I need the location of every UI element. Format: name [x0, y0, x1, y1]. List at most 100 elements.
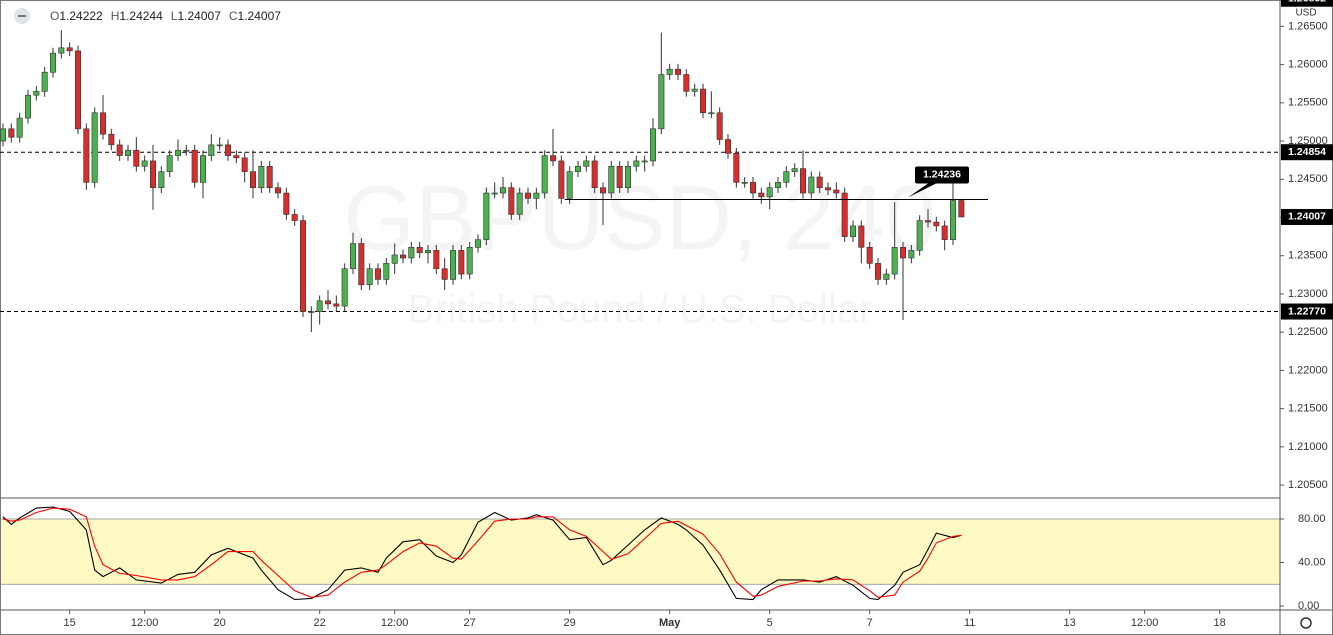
candle-body	[316, 300, 323, 312]
candle-body	[466, 247, 473, 275]
x-tick-label: 7	[867, 617, 873, 629]
x-tick-label: 18	[1214, 617, 1226, 629]
candle-body	[799, 168, 806, 194]
candle-body	[41, 71, 48, 92]
y-tick-label: 1.26500	[1288, 20, 1328, 32]
y-tick-label: 0.00	[1298, 600, 1319, 612]
legend-key: H	[111, 9, 120, 23]
candle-body	[899, 247, 906, 259]
candle-body	[616, 165, 623, 188]
candle-body	[441, 268, 448, 280]
price-label-box	[1281, 144, 1333, 161]
candle-body	[250, 171, 257, 188]
candle-body	[100, 112, 107, 135]
candle-body	[599, 187, 606, 194]
x-tick-label: 12:00	[1131, 617, 1159, 629]
x-tick-label: 15	[64, 617, 76, 629]
candle-body	[291, 214, 298, 221]
candle-body	[499, 187, 506, 194]
candle-body	[191, 149, 198, 183]
candle-body	[924, 220, 931, 223]
candle-body	[866, 247, 873, 264]
price-label: 1.22770	[1288, 305, 1326, 317]
candle-body	[808, 176, 815, 194]
candle-body	[458, 250, 465, 275]
legend-key: C	[229, 9, 238, 23]
settings-icon	[1300, 617, 1312, 629]
candle-body	[791, 168, 798, 172]
candle-body	[574, 165, 581, 172]
x-tick-label: 27	[464, 617, 476, 629]
candle-body	[133, 149, 140, 167]
candle-body	[141, 160, 148, 167]
candle-body	[916, 220, 923, 251]
callout-pointer	[908, 183, 936, 198]
candle-body	[158, 171, 165, 188]
candle-body	[874, 263, 881, 280]
candle-body	[408, 247, 415, 259]
candle-body	[75, 50, 82, 130]
candle-body	[524, 192, 531, 199]
y-tick-label: 1.22500	[1288, 326, 1328, 338]
y-tick-label: 1.26000	[1288, 59, 1328, 71]
legend-value: 1.24222	[59, 9, 103, 23]
watermark-symbol: GBPUSD, 240	[343, 167, 936, 269]
candle-body	[16, 117, 23, 138]
callout-label: 1.24236	[923, 169, 961, 181]
candle-body	[608, 165, 615, 194]
legend-value: 1.24244	[119, 9, 163, 23]
candle-body	[341, 268, 348, 307]
candle-body	[891, 247, 898, 275]
candle-body	[708, 112, 715, 115]
candle-body	[624, 165, 631, 188]
candle-body	[166, 155, 173, 172]
x-tick-label: 22	[314, 617, 326, 629]
candle-body	[483, 192, 490, 240]
candle-body	[641, 160, 648, 163]
legend-key: L	[171, 9, 178, 23]
candle-body	[183, 149, 190, 152]
candle-body	[266, 165, 273, 188]
candle-body	[0, 128, 6, 142]
x-tick-label: May	[659, 617, 681, 629]
candle-body	[941, 225, 948, 240]
candle-body	[208, 144, 215, 156]
x-tick-label: 5	[767, 617, 773, 629]
candle-body	[766, 187, 773, 198]
candle-body	[674, 68, 681, 75]
candle-body	[258, 165, 265, 188]
ohlc-legend: O1.24222 H1.24244 L1.24007 C1.24007	[50, 9, 281, 23]
candle-body	[324, 300, 331, 305]
candle-body	[733, 152, 740, 183]
candle-body	[666, 68, 673, 75]
y-tick-label: 1.20500	[1288, 479, 1328, 491]
currency-label: USD	[1295, 8, 1316, 19]
y-tick-label: 1.21500	[1288, 403, 1328, 415]
x-tick-label: 29	[564, 617, 576, 629]
y-tick-label: 1.24500	[1288, 173, 1328, 185]
candle-body	[474, 239, 481, 248]
candle-body	[691, 88, 698, 92]
watermark-description: British Pound / U.S. Dollar	[408, 288, 873, 332]
candle-body	[233, 155, 240, 159]
candle-body	[66, 47, 73, 52]
candle-body	[366, 268, 373, 286]
candle-body	[374, 268, 381, 280]
candle-body	[849, 225, 856, 237]
y-tick-label: 1.25000	[1288, 135, 1328, 147]
candle-body	[283, 192, 290, 215]
price-label: 1.26862	[1288, 0, 1326, 4]
stochastic-line	[2, 507, 962, 598]
candle-body	[416, 247, 423, 253]
candle-body	[683, 74, 690, 92]
x-tick-label: 20	[214, 617, 226, 629]
candle-body	[658, 74, 665, 130]
candle-body	[399, 254, 406, 259]
candle-body	[58, 47, 65, 54]
candle-body	[8, 128, 15, 138]
candle-body	[349, 243, 356, 270]
candle-body	[958, 200, 965, 218]
candle-body	[883, 273, 890, 280]
y-tick-label: 40.00	[1298, 556, 1326, 568]
